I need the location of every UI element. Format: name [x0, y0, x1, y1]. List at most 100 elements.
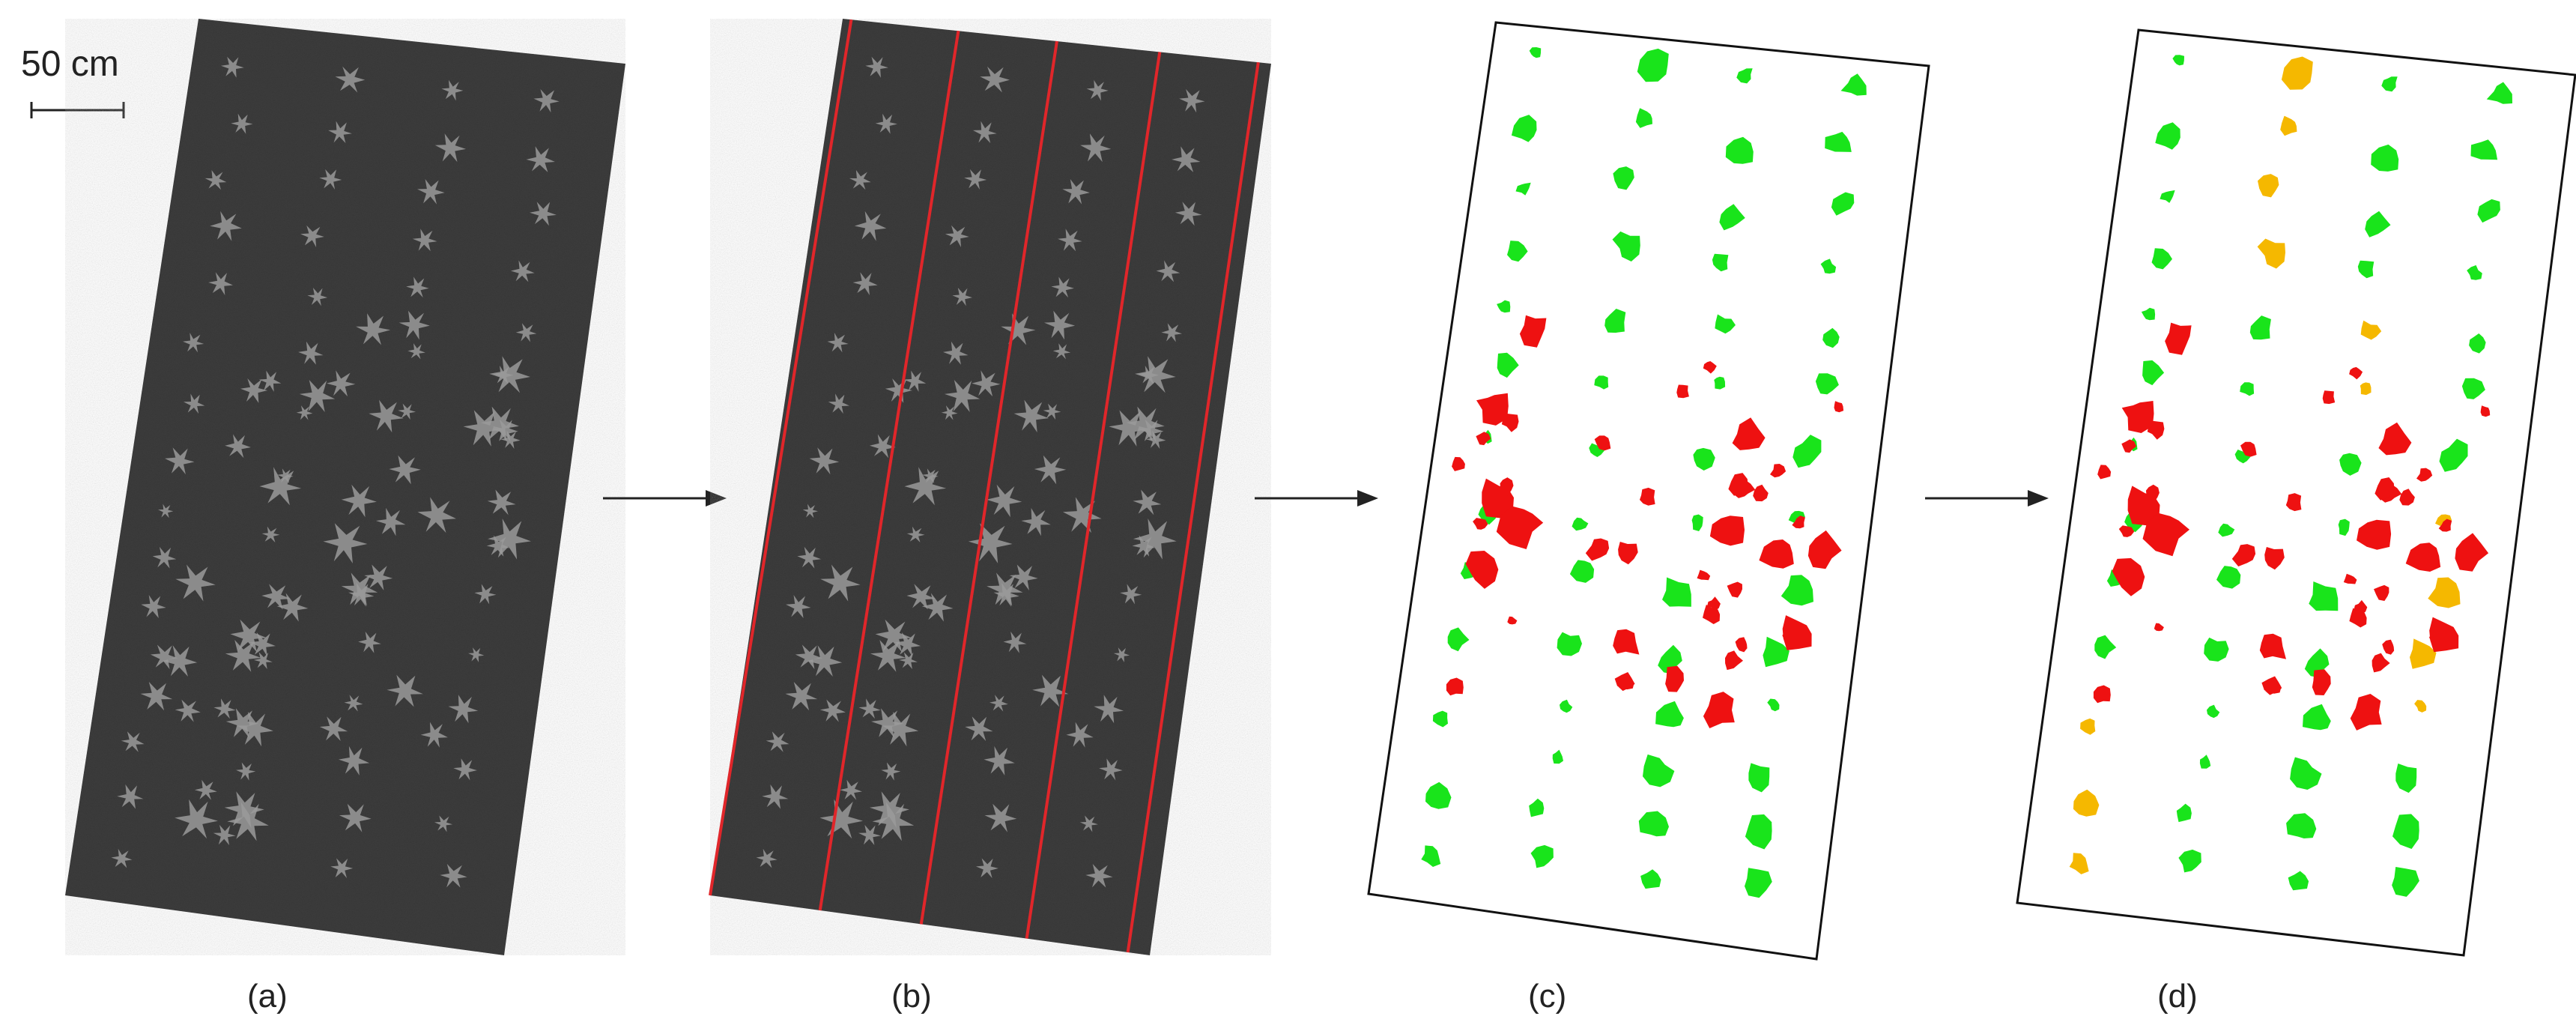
weed-marker: [1032, 674, 1069, 707]
weed-blob: [2350, 694, 2382, 731]
plant-marker: [1179, 88, 1205, 113]
plant-marker: [922, 468, 939, 483]
plant-marker: [183, 333, 204, 353]
plant-marker: [406, 276, 429, 298]
weed-blob: [2405, 542, 2441, 572]
crop-blob: [2094, 635, 2117, 659]
plant-marker: [906, 584, 936, 610]
weed-marker: [420, 722, 448, 748]
weed-marker: [489, 356, 530, 393]
crop-blob: [1640, 869, 1661, 889]
crop-blob: [1763, 636, 1789, 668]
plant-marker: [984, 746, 1015, 776]
weed-marker: [299, 380, 336, 412]
plant-marker: [1009, 564, 1038, 590]
plant-marker: [756, 848, 778, 868]
third-class-blob: [2280, 115, 2297, 136]
third-class-blob: [2410, 638, 2437, 669]
plant-marker: [990, 695, 1008, 712]
plant-marker: [854, 211, 887, 241]
plant-marker: [141, 595, 166, 618]
weed-blob: [2121, 439, 2136, 453]
crop-blob: [1530, 844, 1554, 868]
weed-marker: [463, 410, 504, 447]
crop-blob: [1815, 373, 1839, 395]
weed-marker: [885, 378, 912, 403]
crop-blob: [1725, 136, 1754, 164]
plant-marker: [375, 507, 406, 536]
weed-marker: [972, 370, 1001, 397]
plant-marker: [828, 393, 849, 414]
crop-blob: [2469, 333, 2486, 354]
weed-blob: [2372, 653, 2390, 673]
weed-blob: [2455, 533, 2489, 572]
plant-marker: [526, 146, 555, 172]
plant-marker: [1161, 323, 1182, 342]
crop-blob: [2381, 76, 2398, 92]
weed-blob: [2375, 477, 2395, 501]
plant-marker: [1043, 403, 1061, 420]
third-class-blob: [2414, 700, 2427, 713]
plant-marker: [364, 564, 393, 590]
weed-blob: [1618, 675, 1635, 692]
weed-marker: [480, 406, 519, 442]
weed-blob: [1727, 581, 1742, 598]
plant-marker: [1175, 202, 1202, 226]
weed-blob: [2322, 390, 2336, 405]
weed-marker: [987, 484, 1022, 518]
weed-blob: [1709, 516, 1745, 546]
weed-blob: [1446, 677, 1464, 696]
plant-marker: [344, 695, 363, 712]
weed-blob: [2349, 366, 2363, 380]
plant-marker: [795, 644, 823, 670]
weed-marker: [1109, 410, 1149, 447]
plant-marker: [533, 88, 560, 113]
weed-blob: [1703, 692, 1735, 728]
plant-marker: [1094, 695, 1124, 724]
weed-blob: [1770, 464, 1786, 478]
weed-marker: [870, 640, 906, 672]
third-class-blob: [2069, 853, 2089, 874]
crop-blob: [2155, 122, 2180, 150]
crop-blob: [1745, 868, 1772, 898]
crop-blob: [2392, 867, 2419, 897]
weed-blob: [1782, 615, 1812, 650]
plant-marker: [300, 225, 324, 247]
plant-marker: [448, 695, 479, 724]
weed-blob: [2093, 685, 2111, 704]
crop-blob: [1840, 73, 1867, 96]
crop-blob: [2160, 190, 2175, 203]
crop-blob: [2249, 315, 2271, 340]
weed-marker: [1066, 722, 1094, 748]
arrow-3: [1925, 490, 2049, 507]
plant-marker: [766, 731, 790, 752]
weed-blob: [2121, 401, 2154, 433]
weed-marker: [870, 791, 909, 829]
plant-marker: [208, 272, 233, 295]
weed-blob: [1728, 473, 1748, 496]
plant-marker: [510, 260, 535, 282]
crop-blob: [1712, 253, 1729, 272]
weed-blob: [1665, 665, 1684, 692]
plant-marker: [1062, 179, 1090, 205]
plant-marker: [453, 758, 477, 781]
plant-marker: [150, 644, 178, 670]
weed-blob: [2343, 573, 2357, 584]
plant-marker: [865, 56, 888, 78]
panel-c-blobs: [1421, 47, 1867, 898]
crop-blob: [1552, 749, 1563, 764]
weed-marker: [1133, 518, 1177, 560]
plant-marker: [1156, 260, 1181, 282]
weed-blob: [1759, 539, 1794, 569]
plant-marker: [213, 824, 236, 845]
crop-blob: [1736, 68, 1753, 84]
plant-marker: [1051, 276, 1074, 298]
weed-marker: [904, 467, 947, 506]
plant-marker: [943, 341, 969, 365]
crop-blob: [1825, 131, 1852, 152]
plant-marker: [231, 113, 253, 134]
plant-marker: [906, 526, 925, 542]
weed-blob: [2438, 518, 2452, 532]
weed-blob: [1792, 516, 1805, 529]
